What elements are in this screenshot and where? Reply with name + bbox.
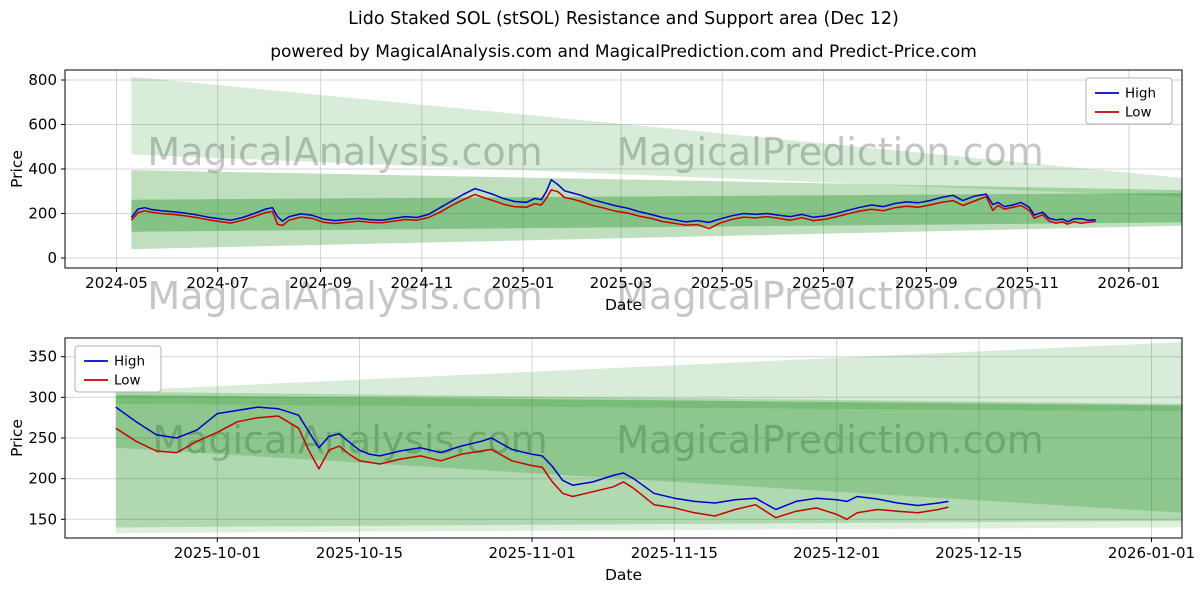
svg-text:2024-05: 2024-05	[85, 274, 148, 292]
axes-detail-chart: 2025-10-01 2025-10-15 2025-11-01 2025-11-15…	[8, 348, 1195, 584]
legend-label-low: Low	[1125, 105, 1152, 121]
svg-text:150: 150	[28, 510, 57, 528]
watermark-text: MagicalAnalysis.com	[147, 130, 543, 174]
svg-text:2024-07: 2024-07	[186, 274, 249, 292]
support-resistance-bands-overview-chart	[131, 76, 1182, 250]
legend-label-low: Low	[114, 373, 141, 389]
svg-text:Date: Date	[605, 566, 642, 584]
svg-text:350: 350	[28, 348, 57, 366]
legend-label-high: High	[114, 354, 145, 370]
legend-overview-chart: High Low	[1085, 77, 1173, 125]
svg-text:2025-05: 2025-05	[691, 274, 754, 292]
svg-text:2025-11-15: 2025-11-15	[631, 544, 718, 562]
svg-text:2025-01: 2025-01	[492, 274, 555, 292]
support-resistance-band	[115, 391, 1182, 528]
svg-text:2025-10-15: 2025-10-15	[316, 544, 403, 562]
watermark-text: MagicalPrediction.com	[616, 130, 1044, 174]
legend-detail-chart: High Low	[74, 345, 162, 393]
svg-text:2025-10-01: 2025-10-01	[174, 544, 261, 562]
svg-text:Price: Price	[8, 419, 26, 457]
support-resistance-band	[115, 342, 1182, 412]
svg-text:300: 300	[28, 388, 57, 406]
svg-text:Price: Price	[8, 150, 26, 188]
support-resistance-bands-detail-chart	[115, 342, 1182, 534]
svg-text:800: 800	[28, 71, 57, 89]
svg-text:250: 250	[28, 429, 57, 447]
series-line-low	[130, 189, 1096, 230]
svg-text:2024-11: 2024-11	[390, 274, 453, 292]
grid-detail-chart	[65, 338, 1182, 538]
grid-overview-chart	[65, 70, 1182, 268]
series-detail-chart	[115, 406, 949, 521]
svg-text:2025-12-01: 2025-12-01	[793, 544, 880, 562]
watermark-text: MagicalPrediction.com	[616, 274, 1044, 318]
svg-text:400: 400	[28, 160, 57, 178]
svg-text:0: 0	[47, 249, 57, 267]
support-resistance-band	[115, 394, 1182, 513]
svg-text:2026-01: 2026-01	[1098, 274, 1161, 292]
axes-overview-chart: 2024-05 2024-07 2024-09 2024-11 2025-01 2025-…	[8, 71, 1160, 314]
series-overview-chart	[130, 178, 1096, 230]
svg-text:Date: Date	[605, 296, 642, 314]
svg-text:2025-12-15: 2025-12-15	[935, 544, 1022, 562]
svg-text:2024-09: 2024-09	[289, 274, 352, 292]
support-resistance-band	[131, 170, 1182, 250]
svg-text:2025-07: 2025-07	[792, 274, 855, 292]
series-line-low	[115, 415, 949, 521]
svg-text:600: 600	[28, 116, 57, 134]
figure-subtitle: powered by MagicalAnalysis.com and Magic…	[270, 42, 977, 62]
support-resistance-band	[131, 76, 1182, 197]
watermark-text: MagicalPrediction.com	[616, 418, 1044, 462]
svg-text:2025-11: 2025-11	[996, 274, 1059, 292]
series-line-high	[115, 406, 949, 511]
series-line-high	[130, 178, 1096, 224]
svg-text:2025-09: 2025-09	[895, 274, 958, 292]
legend-label-high: High	[1125, 86, 1156, 102]
svg-text:2026-01-01: 2026-01-01	[1108, 544, 1195, 562]
svg-text:2025-03: 2025-03	[590, 274, 653, 292]
svg-text:200: 200	[28, 470, 57, 488]
svg-text:2025-11-01: 2025-11-01	[489, 544, 576, 562]
watermark-text: MagicalAnalysis.com	[147, 274, 543, 318]
figure-title: Lido Staked SOL (stSOL) Resistance and S…	[348, 9, 899, 29]
svg-text:200: 200	[28, 205, 57, 223]
